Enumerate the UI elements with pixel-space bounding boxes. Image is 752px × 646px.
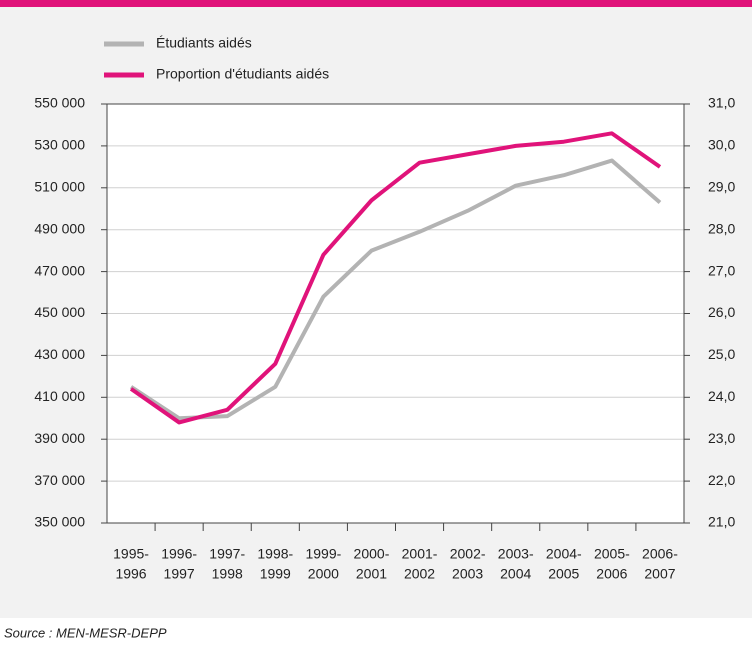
x-tick-label: 1997 <box>164 566 195 582</box>
y2-tick-label: 26,0 <box>708 304 735 320</box>
x-tick-label: 2006- <box>642 546 678 562</box>
y-tick-label: 550 000 <box>34 95 85 111</box>
x-tick-label: 2003- <box>498 546 534 562</box>
x-tick-label: 2007 <box>644 566 675 582</box>
series-line <box>129 131 662 425</box>
x-tick-label: 2000- <box>354 546 390 562</box>
y2-tick-label: 27,0 <box>708 262 735 278</box>
y2-tick-label: 31,0 <box>708 95 735 111</box>
y-tick-label: 370 000 <box>34 472 85 488</box>
y-tick-label: 450 000 <box>34 304 85 320</box>
x-tick-label: 1997- <box>209 546 245 562</box>
x-tick-label: 2002- <box>450 546 486 562</box>
y2-tick-label: 28,0 <box>708 220 735 236</box>
x-tick-label: 1998- <box>257 546 293 562</box>
y2-tick-label: 29,0 <box>708 179 735 195</box>
y2-tick-label: 24,0 <box>708 388 735 404</box>
x-tick-label: 2005- <box>594 546 630 562</box>
top-bar <box>0 0 752 7</box>
y-tick-label: 350 000 <box>34 514 85 530</box>
x-tick-label: 2002 <box>404 566 435 582</box>
y2-tick-label: 21,0 <box>708 514 735 530</box>
x-tick-label: 2000 <box>308 566 339 582</box>
y-tick-label: 410 000 <box>34 388 85 404</box>
y-tick-label: 430 000 <box>34 346 85 362</box>
x-tick-label: 1996- <box>161 546 197 562</box>
x-tick-label: 1999 <box>260 566 291 582</box>
series-line <box>129 158 662 421</box>
x-tick-label: 1995- <box>113 546 149 562</box>
y2-tick-label: 22,0 <box>708 472 735 488</box>
x-tick-label: 2001 <box>356 566 387 582</box>
y-tick-label: 390 000 <box>34 430 85 446</box>
legend-label: Proportion d'étudiants aidés <box>156 66 329 82</box>
x-tick-label: 2004- <box>546 546 582 562</box>
x-tick-label: 2003 <box>452 566 483 582</box>
y2-tick-label: 23,0 <box>708 430 735 446</box>
x-tick-label: 2005 <box>548 566 579 582</box>
source: Source : MEN-MESR-DEPP <box>4 625 167 640</box>
y-tick-label: 470 000 <box>34 262 85 278</box>
legend-label: Étudiants aidés <box>156 35 252 51</box>
x-tick-label: 2006 <box>596 566 627 582</box>
y2-tick-label: 30,0 <box>708 137 735 153</box>
x-tick-label: 2001- <box>402 546 438 562</box>
x-tick-label: 1998 <box>212 566 243 582</box>
y-tick-label: 490 000 <box>34 220 85 236</box>
x-tick-label: 1996 <box>115 566 146 582</box>
x-tick-label: 1999- <box>305 546 341 562</box>
y-tick-label: 510 000 <box>34 179 85 195</box>
y2-tick-label: 25,0 <box>708 346 735 362</box>
x-tick-label: 2004 <box>500 566 531 582</box>
y-tick-label: 530 000 <box>34 137 85 153</box>
